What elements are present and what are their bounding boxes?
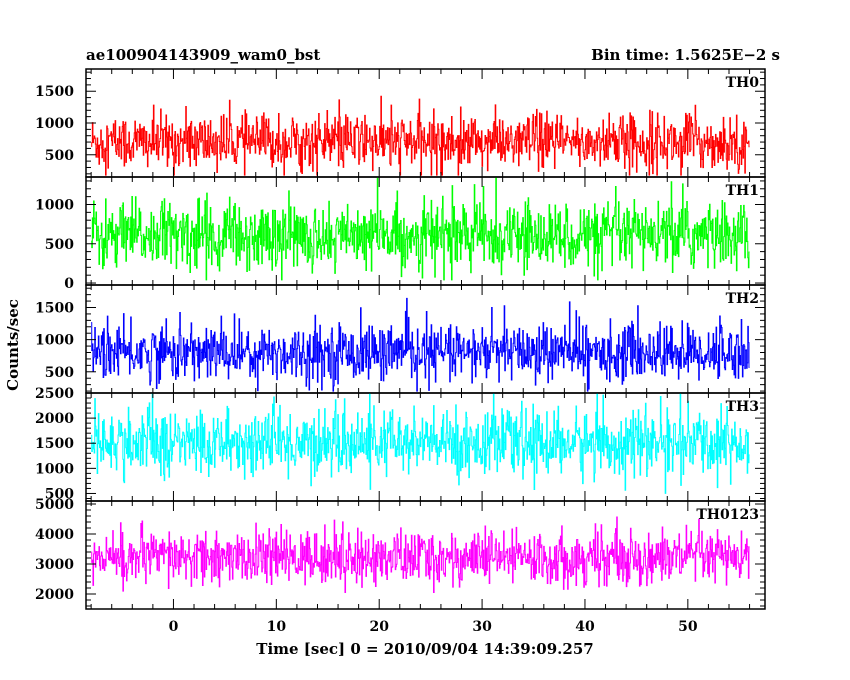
y-tick-label: 0 <box>64 276 74 292</box>
x-axis-label: Time [sec] 0 = 2010/09/04 14:39:09.257 <box>256 640 593 658</box>
panel-frame <box>85 500 766 610</box>
y-tick-label: 1000 <box>35 197 74 213</box>
panel-frame <box>85 68 766 178</box>
x-tick-label: 0 <box>169 619 179 635</box>
y-tick-label: 2000 <box>35 587 74 603</box>
panel-label-th0: TH0 <box>726 75 760 91</box>
series-th0123-line <box>91 516 750 594</box>
x-tick-label: 40 <box>575 619 595 635</box>
panel-th3: TH3 500 1000 1500 2000 2500 <box>35 386 766 502</box>
panel-th0123: TH0123 2000 3000 4000 5000 <box>35 497 766 610</box>
chart-title-right: Bin time: 1.5625E−2 s <box>591 46 780 64</box>
y-tick-label: 1500 <box>35 436 74 452</box>
y-tick-label: 5000 <box>35 497 74 513</box>
panel-th1: TH1 0 500 1000 <box>35 176 766 292</box>
y-tick-label: 1000 <box>35 116 74 132</box>
y-tick-label: 4000 <box>35 527 74 543</box>
series-th3-line <box>91 393 750 494</box>
panel-label-th2: TH2 <box>726 291 759 307</box>
y-tick-label: 3000 <box>35 557 74 573</box>
y-tick-label: 2500 <box>35 386 74 402</box>
x-tick-label: 30 <box>472 619 492 635</box>
x-tick-label: 20 <box>369 619 389 635</box>
y-tick-label: 500 <box>45 486 74 502</box>
series-th1-line <box>91 177 750 281</box>
y-tick-label: 500 <box>45 237 74 253</box>
series-th2-line <box>91 297 750 392</box>
y-tick-label: 1000 <box>35 333 74 349</box>
y-tick-label: 2000 <box>35 411 74 427</box>
series-th0-line <box>91 95 750 176</box>
panel-th2: TH2 500 1000 1500 <box>35 284 766 394</box>
y-axis-label: Counts/sec <box>4 299 22 391</box>
panel-label-th0123: TH0123 <box>696 507 759 523</box>
x-axis: 0 10 20 30 40 50 <box>169 619 698 635</box>
y-tick-label: 500 <box>45 148 74 164</box>
y-tick-label: 500 <box>45 365 74 381</box>
x-tick-label: 50 <box>678 619 698 635</box>
chart-title-left: ae100904143909_wam0_bst <box>86 46 320 64</box>
panels-group: TH050010001500TH105001000TH250010001500T… <box>35 68 766 610</box>
x-tick-label: 10 <box>267 619 287 635</box>
y-tick-label: 1000 <box>35 461 74 477</box>
panel-th0: TH0 500 1000 1500 <box>35 68 766 178</box>
panel-label-th3: TH3 <box>726 399 759 415</box>
panel-label-th1: TH1 <box>726 183 759 199</box>
y-tick-label: 1500 <box>35 84 74 100</box>
y-tick-label: 1500 <box>35 301 74 317</box>
